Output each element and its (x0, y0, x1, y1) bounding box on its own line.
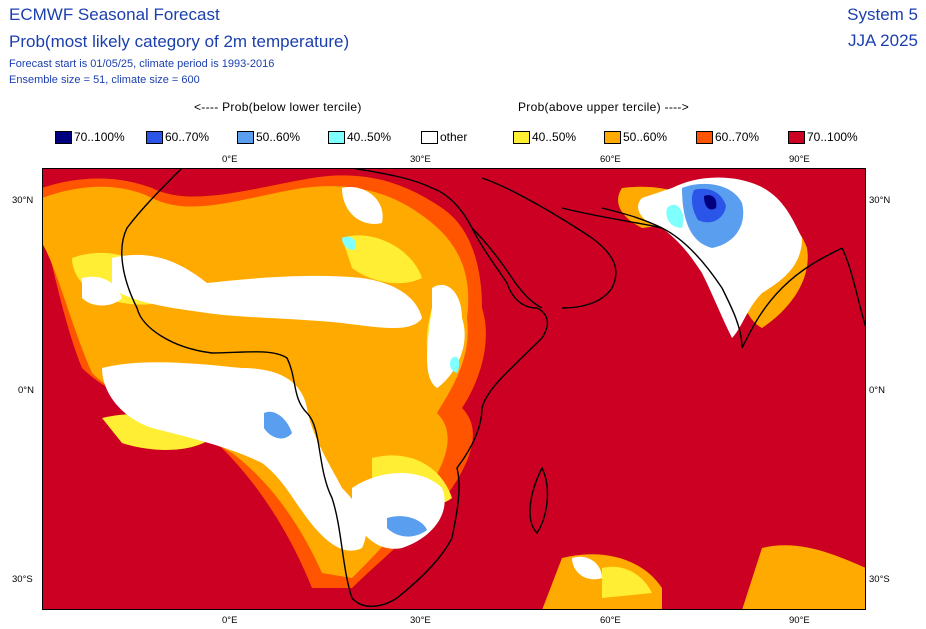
legend-item: 60..70% (146, 129, 209, 145)
coastlines (121, 168, 866, 607)
lon-label-bottom: 90°E (789, 615, 810, 626)
map-svg (42, 168, 866, 610)
lon-label-bottom: 30°E (410, 615, 431, 626)
legend-item: 40..50% (328, 129, 391, 145)
legend-swatch (237, 130, 254, 144)
legend-label: 50..60% (623, 130, 668, 144)
legend-swatch (328, 130, 345, 144)
legend-item: 70..100% (55, 129, 125, 145)
lat-label-left: 30°N (12, 195, 34, 206)
lat-label-left: 30°S (12, 574, 33, 585)
legend-swatch (55, 130, 72, 144)
legend-label: 70..100% (74, 130, 125, 144)
legend-swatch (696, 130, 713, 144)
lat-label-right: 30°N (869, 195, 891, 206)
legend-label: 60..70% (715, 130, 760, 144)
legend-item: 40..50% (513, 129, 576, 145)
chart-subtitle: Prob(most likely category of 2m temperat… (9, 32, 350, 51)
legend-item: 60..70% (696, 129, 759, 145)
map-frame (42, 168, 866, 610)
legend-item: other (421, 129, 467, 145)
chart-title: ECMWF Seasonal Forecast (9, 5, 220, 24)
lon-label-bottom: 0°E (222, 615, 238, 626)
legend-label: 70..100% (807, 130, 858, 144)
lon-label-top: 60°E (600, 154, 621, 165)
legend-label: other (440, 130, 468, 144)
system-label: System 5 (847, 5, 918, 24)
legend: 70..100% 60..70% 50..60% 40..50% other 4… (55, 129, 875, 145)
ensemble-info: Ensemble size = 51, climate size = 600 (9, 74, 200, 86)
lat-label-left: 0°N (18, 385, 34, 396)
legend-item: 70..100% (788, 129, 858, 145)
legend-label: 50..60% (256, 130, 301, 144)
prob-below-70-100 (704, 195, 717, 210)
legend-swatch (604, 130, 621, 144)
legend-swatch (788, 130, 805, 144)
legend-header-above: Prob(above upper tercile) ----> (518, 100, 690, 114)
map-area (42, 168, 866, 610)
lon-label-top: 0°E (222, 154, 238, 165)
legend-label: 40..50% (347, 130, 392, 144)
legend-label: 40..50% (532, 130, 577, 144)
forecast-info: Forecast start is 01/05/25, climate peri… (9, 58, 275, 70)
legend-item: 50..60% (237, 129, 300, 145)
lat-label-right: 0°N (869, 385, 885, 396)
legend-label: 60..70% (165, 130, 210, 144)
legend-item: 50..60% (604, 129, 667, 145)
prob-below-40-50 (342, 204, 684, 373)
legend-swatch (513, 130, 530, 144)
lat-label-right: 30°S (869, 574, 890, 585)
lon-label-bottom: 60°E (600, 615, 621, 626)
lon-label-top: 90°E (789, 154, 810, 165)
lon-label-top: 30°E (410, 154, 431, 165)
legend-header-below: <---- Prob(below lower tercile) (194, 100, 362, 114)
legend-swatch (421, 130, 438, 144)
season-label: JJA 2025 (848, 31, 918, 50)
legend-swatch (146, 130, 163, 144)
